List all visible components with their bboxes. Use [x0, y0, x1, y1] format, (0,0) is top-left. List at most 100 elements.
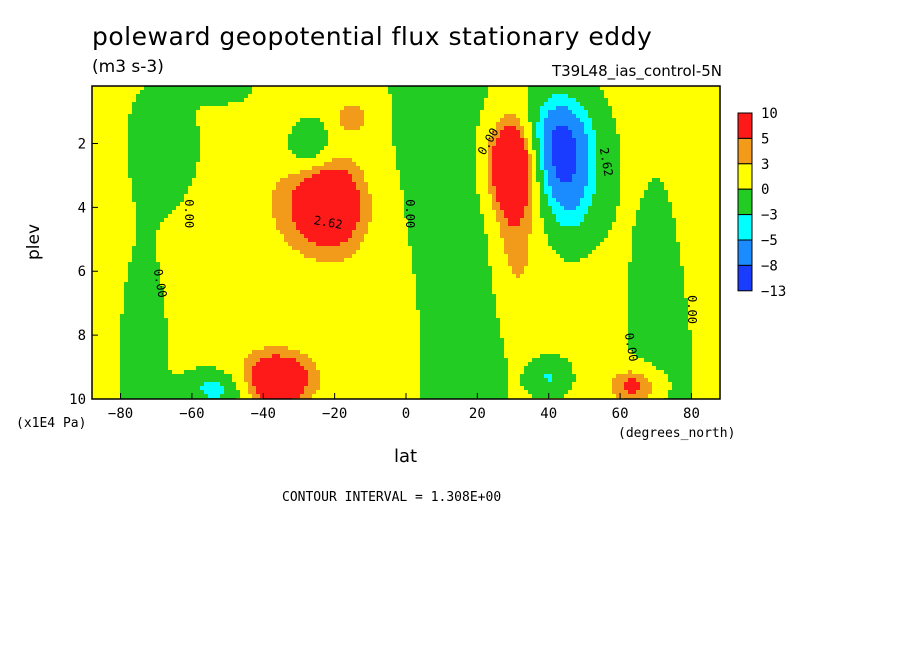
field-cell [704, 198, 708, 202]
field-cell [368, 106, 372, 110]
field-cell [192, 170, 196, 174]
field-cell [568, 210, 572, 214]
field-cell [364, 130, 368, 134]
field-cell [596, 146, 600, 150]
field-cell [228, 190, 232, 194]
field-cell [708, 170, 712, 174]
field-cell [600, 174, 604, 178]
field-cell [352, 142, 356, 146]
field-cell [504, 190, 508, 194]
field-cell [396, 150, 400, 154]
field-cell [244, 186, 248, 190]
field-cell [716, 174, 720, 178]
field-cell [672, 110, 676, 114]
field-cell [160, 198, 164, 202]
field-cell [464, 130, 468, 134]
field-cell [508, 174, 512, 178]
field-cell [444, 194, 448, 198]
field-cell [284, 110, 288, 114]
field-cell [472, 110, 476, 114]
field-cell [368, 130, 372, 134]
field-cell [228, 206, 232, 210]
field-cell [144, 190, 148, 194]
field-cell [224, 98, 228, 102]
field-cell [336, 202, 340, 206]
field-cell [160, 190, 164, 194]
field-cell [672, 166, 676, 170]
field-cell [144, 154, 148, 158]
field-cell [216, 122, 220, 126]
field-cell [704, 186, 708, 190]
field-cell [572, 178, 576, 182]
field-cell [328, 198, 332, 202]
field-cell [164, 94, 168, 98]
field-cell [288, 122, 292, 126]
field-cell [488, 166, 492, 170]
field-cell [520, 194, 524, 198]
field-cell [220, 182, 224, 186]
field-cell [328, 118, 332, 122]
field-cell [344, 98, 348, 102]
field-cell [440, 138, 444, 142]
field-cell [580, 114, 584, 118]
field-cell [660, 206, 664, 210]
field-cell [448, 138, 452, 142]
field-cell [628, 98, 632, 102]
field-cell [120, 142, 124, 146]
field-cell [676, 94, 680, 98]
field-cell [664, 194, 668, 198]
field-cell [624, 118, 628, 122]
field-cell [324, 182, 328, 186]
field-cell [332, 142, 336, 146]
field-cell [300, 190, 304, 194]
field-cell [296, 170, 300, 174]
field-cell [608, 90, 612, 94]
field-cell [652, 106, 656, 110]
field-cell [564, 126, 568, 130]
field-cell [564, 190, 568, 194]
field-cell [684, 182, 688, 186]
field-cell [432, 86, 436, 90]
field-cell [92, 94, 96, 98]
field-cell [436, 102, 440, 106]
field-cell [288, 134, 292, 138]
field-cell [208, 186, 212, 190]
field-cell [628, 114, 632, 118]
field-cell [380, 210, 384, 214]
field-cell [556, 138, 560, 142]
field-cell [168, 198, 172, 202]
field-cell [488, 130, 492, 134]
field-cell [584, 106, 588, 110]
field-cell [676, 90, 680, 94]
field-cell [376, 190, 380, 194]
field-cell [420, 194, 424, 198]
field-cell [712, 162, 716, 166]
field-cell [276, 150, 280, 154]
field-cell [444, 118, 448, 122]
field-cell [308, 110, 312, 114]
field-cell [436, 166, 440, 170]
field-cell [328, 130, 332, 134]
field-cell [520, 102, 524, 106]
field-cell [164, 182, 168, 186]
field-cell [716, 206, 720, 210]
field-cell [504, 198, 508, 202]
field-cell [392, 142, 396, 146]
field-cell [332, 178, 336, 182]
field-cell [624, 206, 628, 210]
field-cell [380, 158, 384, 162]
field-cell [248, 182, 252, 186]
field-cell [284, 106, 288, 110]
field-cell [628, 174, 632, 178]
field-cell [592, 162, 596, 166]
field-cell [472, 174, 476, 178]
field-cell [568, 166, 572, 170]
field-cell [116, 118, 120, 122]
field-cell [144, 174, 148, 178]
field-cell [428, 118, 432, 122]
field-cell [260, 154, 264, 158]
field-cell [424, 90, 428, 94]
field-cell [304, 94, 308, 98]
field-cell [472, 90, 476, 94]
field-cell [700, 126, 704, 130]
